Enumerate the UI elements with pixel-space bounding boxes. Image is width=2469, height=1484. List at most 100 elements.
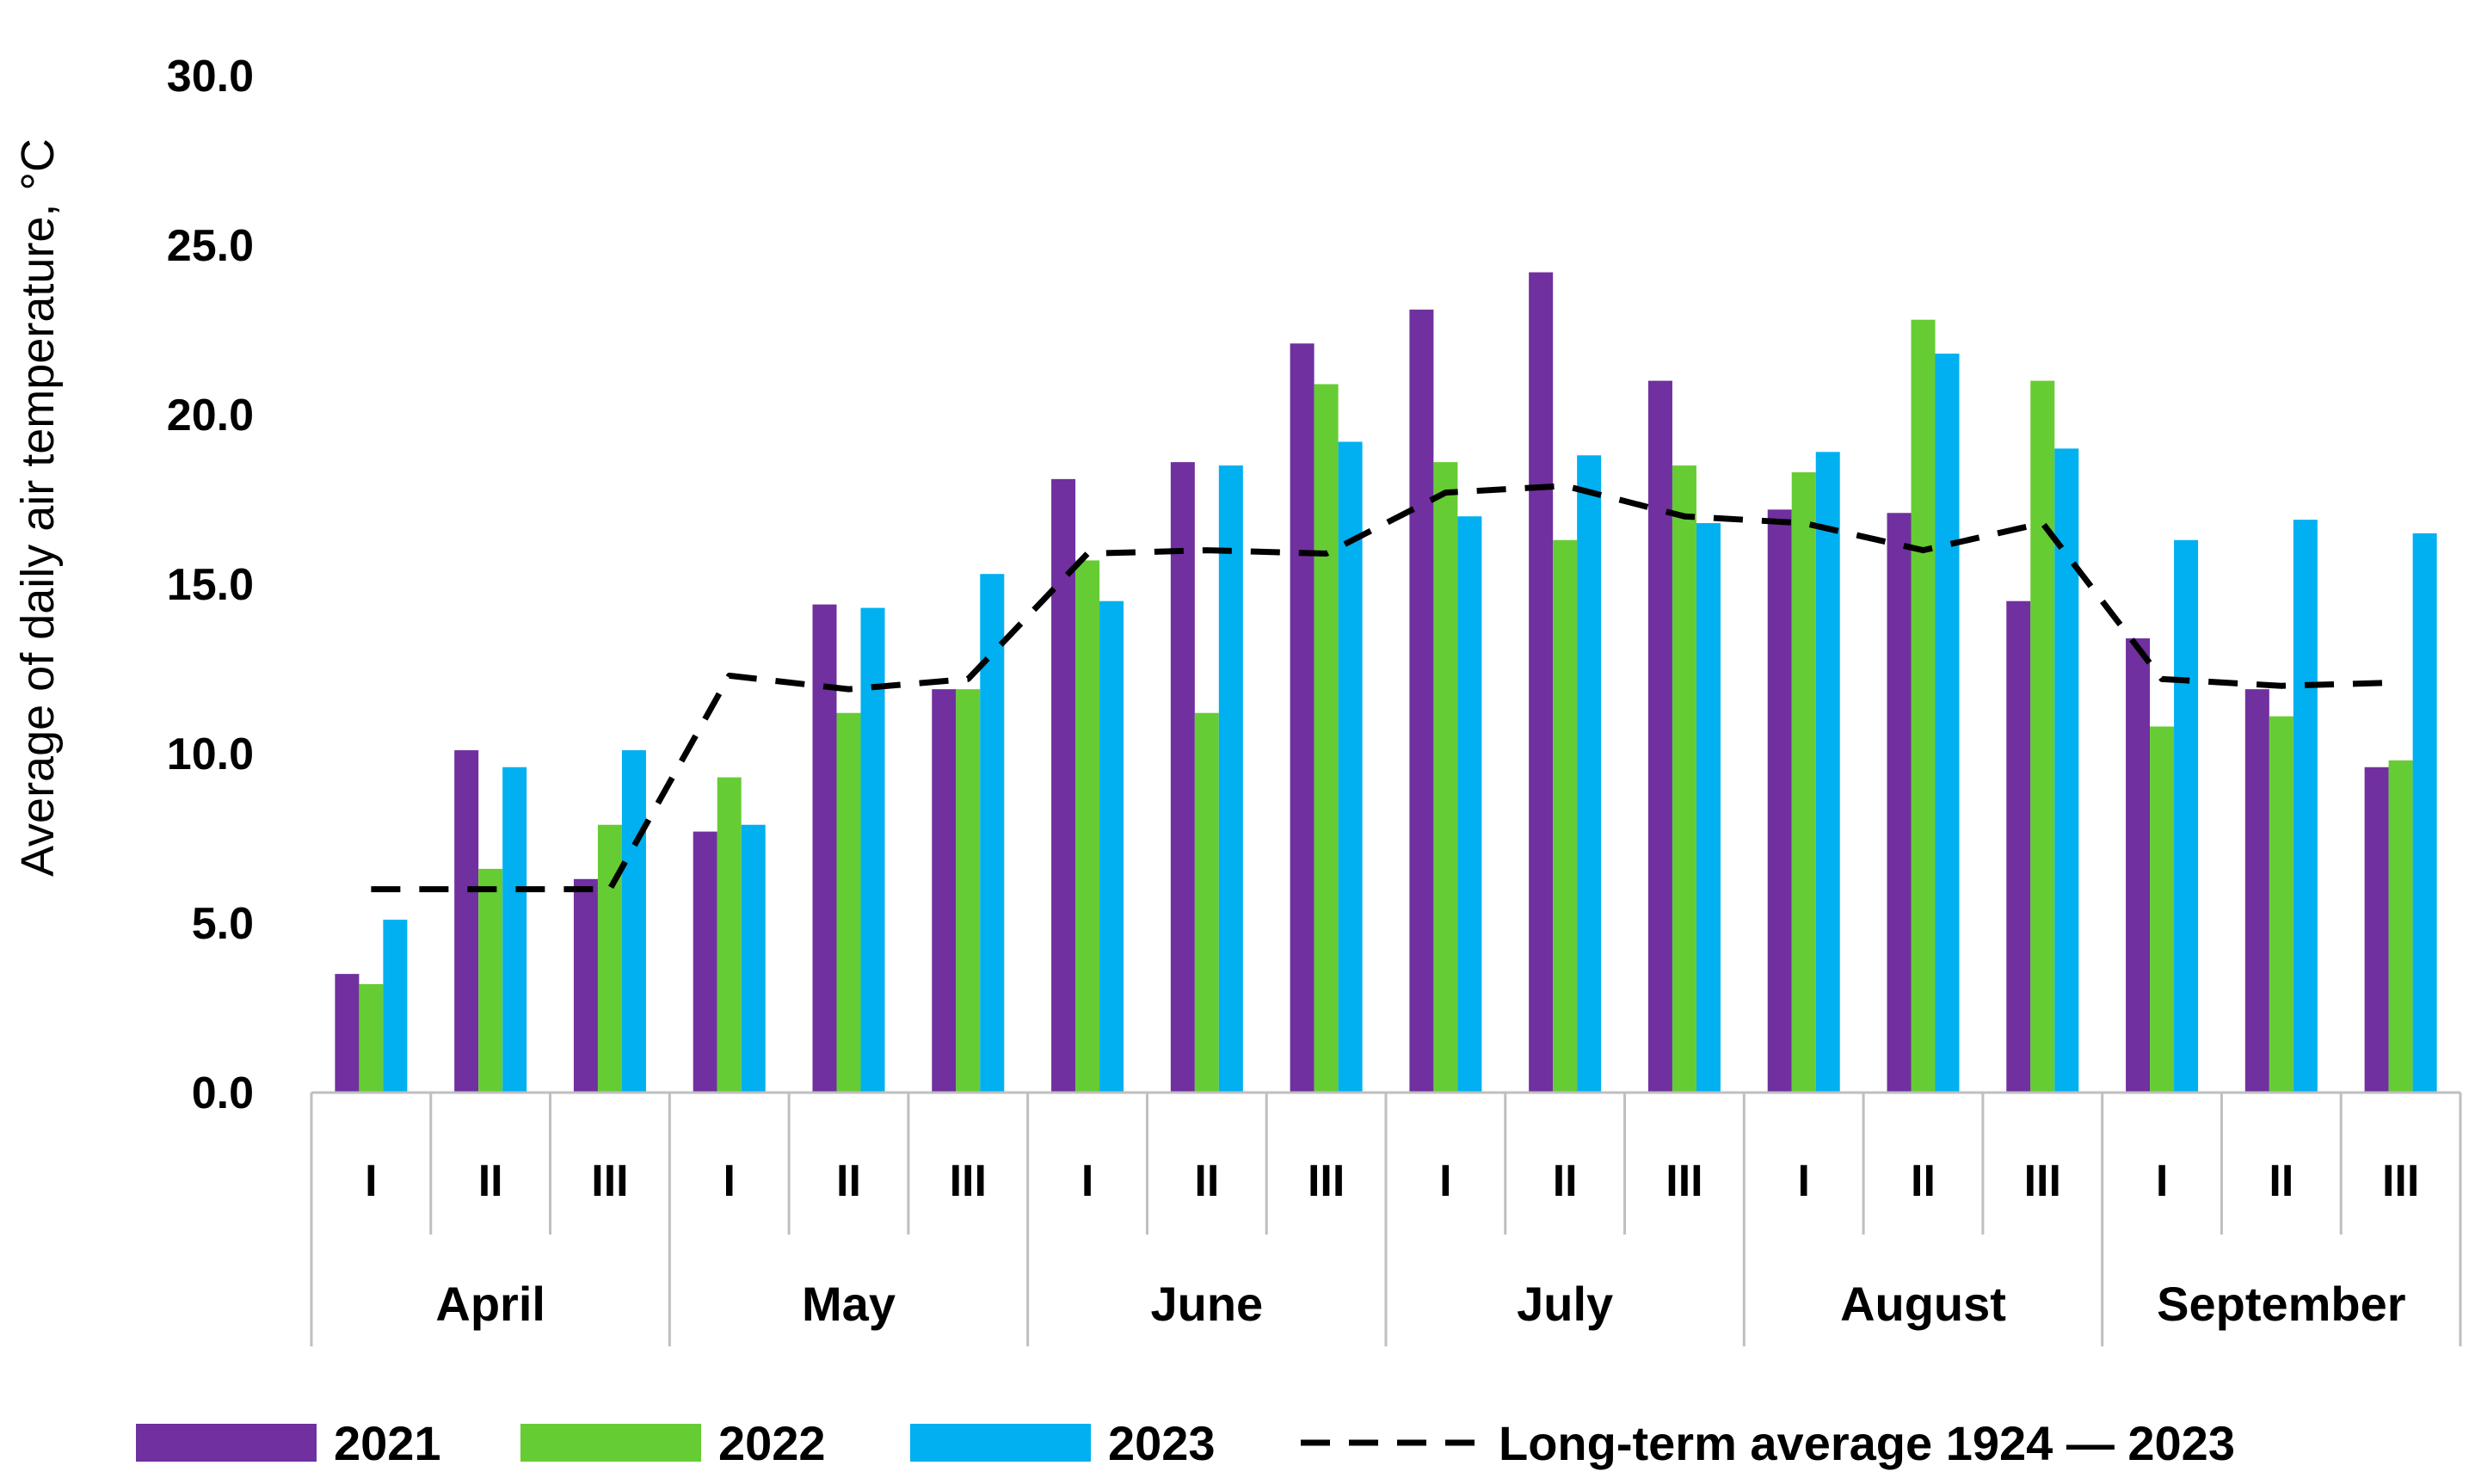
- bar-2021: [335, 974, 360, 1093]
- x-tick-label-month: July: [1517, 1277, 1613, 1331]
- bar-2022: [359, 983, 384, 1093]
- x-tick-label-dekad: I: [1081, 1156, 1093, 1206]
- bar-2022: [2269, 716, 2294, 1093]
- x-tick-label-dekad: III: [1665, 1156, 1702, 1206]
- x-tick-label-month: August: [1840, 1277, 2006, 1331]
- bar-2022: [597, 824, 622, 1093]
- legend-label: 2021: [334, 1416, 441, 1470]
- bar-2021: [1767, 509, 1792, 1093]
- bar-2021: [693, 831, 717, 1093]
- legend-label: Long-term average 1924 — 2023: [1499, 1416, 2235, 1470]
- x-tick-label-month: April: [435, 1277, 545, 1331]
- bar-2021: [2364, 767, 2389, 1093]
- bar-2021: [812, 604, 837, 1093]
- bar-2023: [2412, 533, 2437, 1093]
- legend-label: 2022: [718, 1416, 826, 1470]
- x-tick-label-dekad: III: [950, 1156, 987, 1206]
- bar-2023: [2293, 520, 2318, 1093]
- legend-swatch-2021: [136, 1424, 317, 1462]
- bar-2023: [383, 920, 408, 1093]
- x-tick-label-dekad: III: [2382, 1156, 2419, 1206]
- bar-2023: [2174, 539, 2199, 1093]
- bar-2022: [1075, 560, 1100, 1093]
- bar-2021: [454, 750, 479, 1093]
- bar-2022: [956, 689, 981, 1093]
- bar-2023: [1218, 465, 1243, 1093]
- bar-2022: [717, 777, 742, 1093]
- x-tick-label-dekad: III: [591, 1156, 628, 1206]
- x-tick-label-dekad: II: [836, 1156, 861, 1206]
- y-tick-label: 30.0: [167, 52, 254, 102]
- bar-2021: [2006, 600, 2031, 1093]
- x-tick-label-dekad: I: [723, 1156, 735, 1206]
- x-tick-label-dekad: II: [2269, 1156, 2294, 1206]
- bar-2021: [1529, 272, 1554, 1093]
- bar-2022: [2150, 726, 2175, 1093]
- bar-2021: [1647, 380, 1672, 1093]
- legend-label: 2023: [1108, 1416, 1216, 1470]
- bar-2021: [2244, 689, 2269, 1093]
- legend-swatch-2023: [910, 1424, 1091, 1462]
- x-tick-label-dekad: I: [365, 1156, 377, 1206]
- bar-2022: [2388, 760, 2413, 1093]
- x-tick-label-month: May: [802, 1277, 896, 1331]
- y-tick-label: 20.0: [167, 391, 254, 440]
- bar-2022: [1553, 539, 1578, 1093]
- bar-2021: [1409, 309, 1434, 1093]
- bar-2022: [478, 868, 503, 1093]
- legend-swatch-2022: [520, 1424, 701, 1462]
- legend: 2021 2022 2023 Long-term average 1924 — 202…: [136, 1416, 2235, 1470]
- bar-2023: [1338, 441, 1363, 1093]
- bar-2022: [1911, 319, 1936, 1093]
- bar-2022: [1672, 465, 1696, 1093]
- bar-2022: [1194, 712, 1219, 1093]
- bar-2021: [1290, 343, 1315, 1093]
- bar-2022: [1314, 384, 1339, 1093]
- bar-2023: [2054, 448, 2079, 1093]
- bar-2021: [573, 878, 598, 1093]
- bar-2023: [1457, 516, 1482, 1093]
- bar-2023: [980, 574, 1005, 1093]
- bars: [335, 272, 2437, 1093]
- y-axis: 0.0 5.0 10.0 15.0 20.0 25.0 30.0: [167, 52, 254, 1118]
- x-tick-label-dekad: II: [1194, 1156, 1219, 1206]
- x-tick-label-month: June: [1150, 1277, 1263, 1331]
- x-tick-label-dekad: I: [2156, 1156, 2168, 1206]
- bar-2023: [1815, 452, 1840, 1093]
- bar-2021: [2126, 638, 2151, 1093]
- bar-2022: [836, 712, 861, 1093]
- x-tick-label-dekad: II: [1553, 1156, 1578, 1206]
- x-tick-label-dekad: I: [1439, 1156, 1451, 1206]
- bar-2022: [1433, 462, 1458, 1093]
- bar-2021: [932, 689, 957, 1093]
- x-tick-label-dekad: I: [1797, 1156, 1809, 1206]
- bar-2023: [621, 750, 646, 1093]
- bar-2021: [1887, 513, 1912, 1093]
- bar-2021: [1170, 462, 1195, 1093]
- bar-2023: [860, 607, 885, 1093]
- y-tick-label: 0.0: [192, 1068, 254, 1118]
- y-tick-label: 10.0: [167, 730, 254, 779]
- long-term-average-line: [371, 483, 2401, 893]
- x-tick-label-dekad: II: [1911, 1156, 1936, 1206]
- x-tick-label-month: September: [2157, 1277, 2405, 1331]
- y-tick-label: 5.0: [192, 899, 254, 949]
- bar-2023: [1935, 354, 1960, 1093]
- bar-2023: [1099, 600, 1124, 1093]
- x-tick-label-dekad: II: [478, 1156, 503, 1206]
- bar-2022: [1791, 471, 1816, 1093]
- y-axis-label: Average of daily air temperature, °C: [12, 139, 64, 877]
- bar-2023: [1696, 523, 1721, 1093]
- y-tick-label: 15.0: [167, 560, 254, 610]
- y-tick-label: 25.0: [167, 221, 254, 271]
- x-tick-label-dekad: III: [1308, 1156, 1345, 1206]
- bar-2023: [741, 824, 766, 1093]
- bar-2023: [502, 767, 527, 1093]
- bar-2023: [1577, 455, 1602, 1093]
- long-term-average-polyline: [371, 483, 2401, 893]
- bar-2022: [2030, 380, 2055, 1093]
- bar-2021: [1051, 478, 1076, 1093]
